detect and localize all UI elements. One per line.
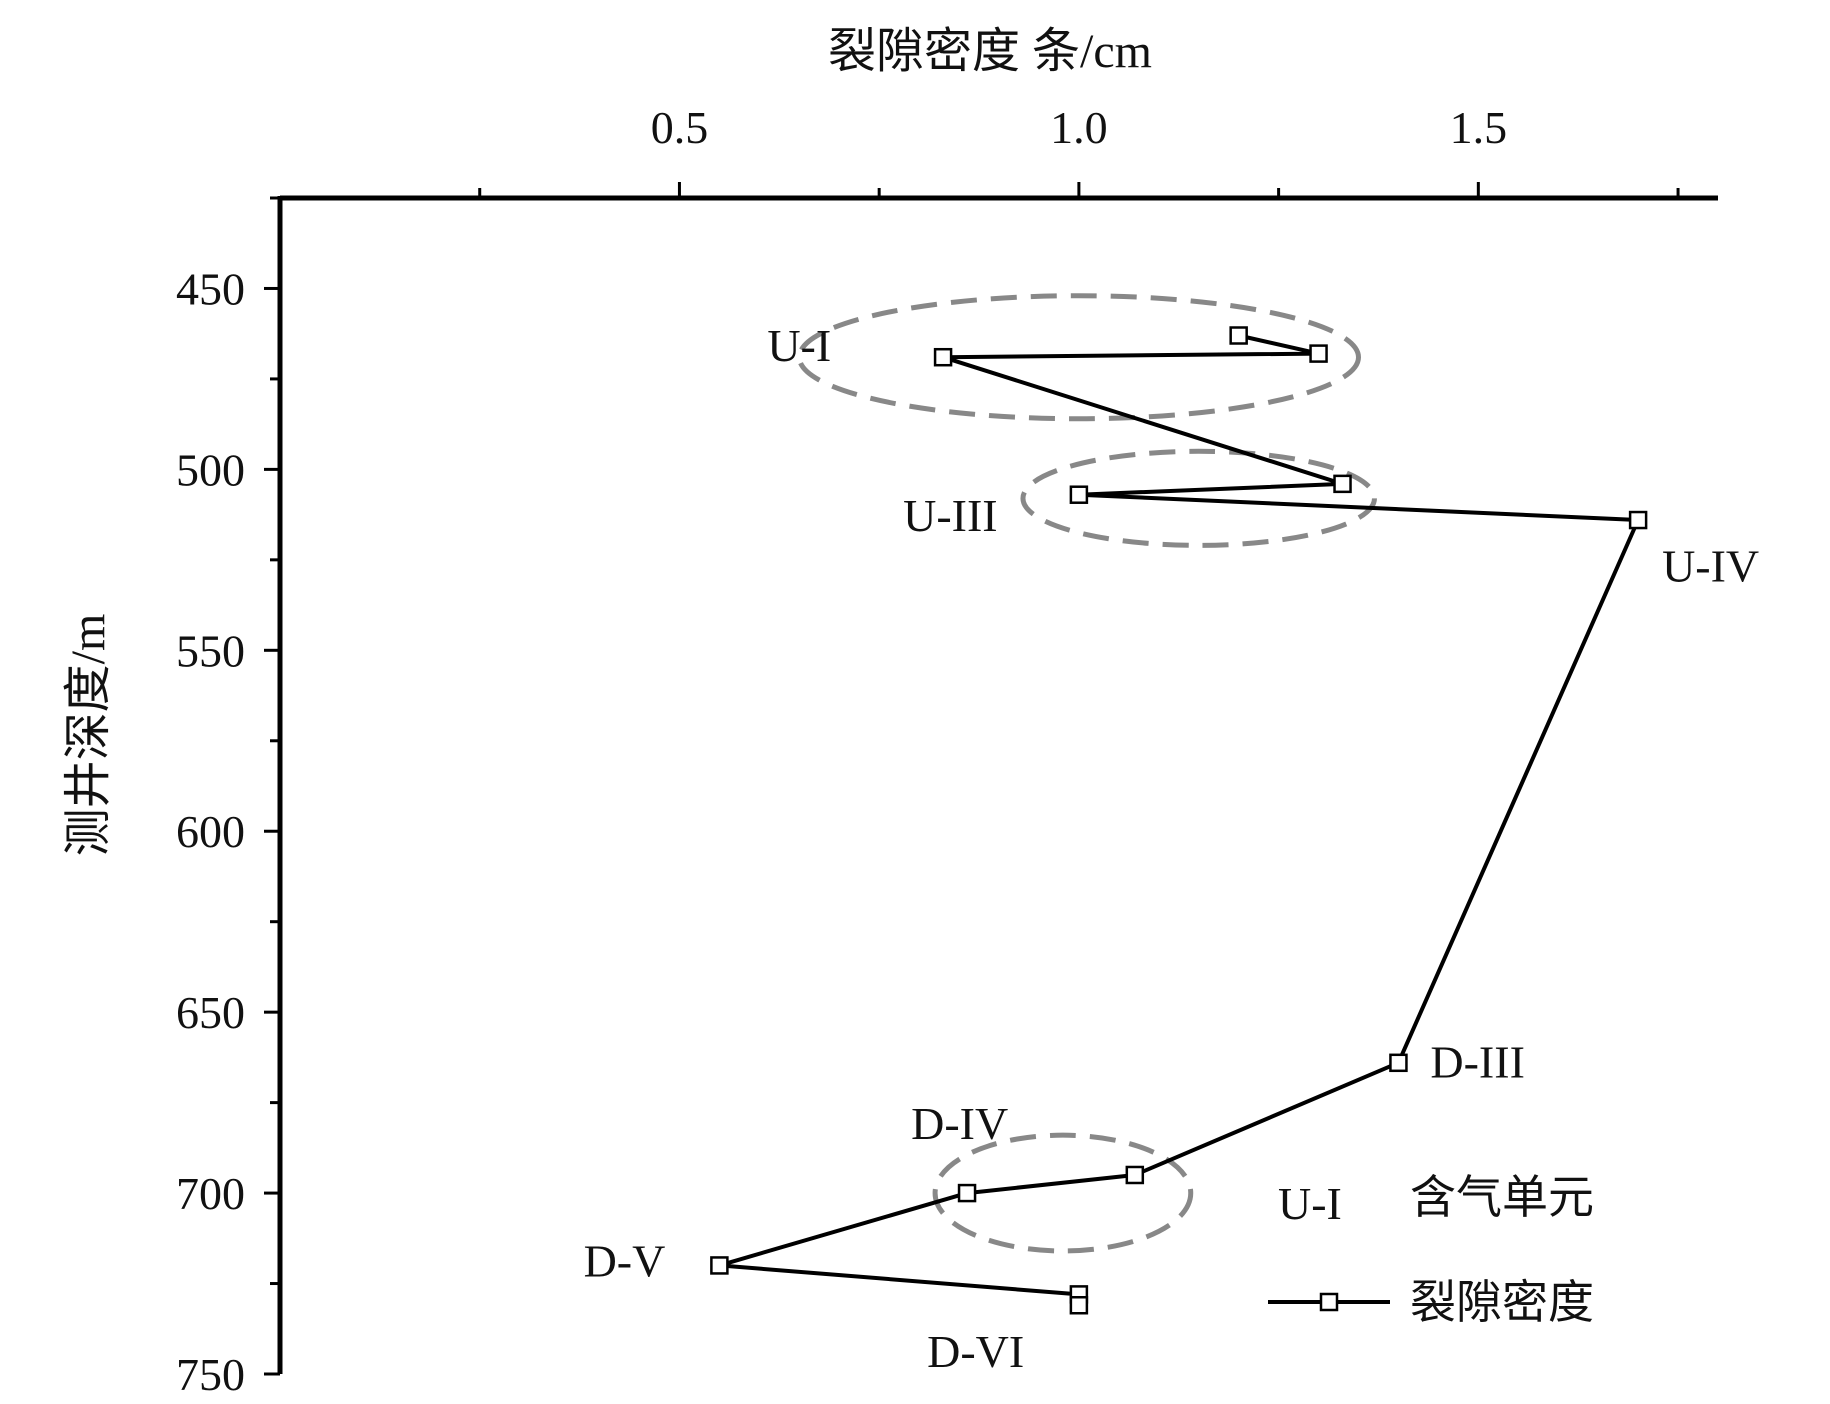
legend-text: 含气单元 — [1410, 1172, 1594, 1223]
y-tick-label: 500 — [176, 444, 245, 495]
point-label: D-VI — [927, 1326, 1024, 1377]
legend-marker-icon — [1319, 1292, 1339, 1312]
x-axis-label: 裂隙密度 条/cm — [828, 25, 1152, 78]
data-point — [1309, 344, 1328, 363]
y-axis-label: 测井深度/m — [62, 614, 115, 857]
y-tick-label: 450 — [176, 263, 245, 314]
legend-symbol-label: U-I — [1278, 1178, 1342, 1229]
data-point — [1229, 326, 1248, 345]
y-tick-label: 750 — [176, 1349, 245, 1400]
x-tick-label: 0.5 — [651, 102, 709, 153]
data-point — [1125, 1165, 1145, 1185]
annotations: U-I U-III U-IV D-III D-IV D-V D-VI — [584, 320, 1760, 1377]
point-label: D-IV — [911, 1098, 1008, 1149]
y-tick-label: 600 — [176, 806, 245, 857]
gas-unit-ellipse — [796, 293, 1362, 422]
y-tick-label: 550 — [176, 625, 245, 676]
data-point — [1389, 1053, 1408, 1073]
data-point — [1069, 485, 1089, 504]
data-point — [710, 1256, 729, 1275]
point-label: U-III — [903, 490, 998, 541]
point-label: D-V — [584, 1235, 666, 1286]
series-line — [717, 333, 1641, 1306]
series — [710, 326, 1648, 1315]
data-point — [933, 347, 953, 367]
data-point — [1628, 510, 1648, 530]
gas-unit-ellipse — [932, 1132, 1194, 1254]
axes: 0.5 1.0 1.5 450 500 550 600 650 700 750 — [176, 102, 1718, 1400]
gas-unit-ellipse — [1020, 448, 1377, 548]
data-point — [1333, 474, 1352, 494]
y-tick-label: 700 — [176, 1168, 245, 1219]
y-tick-label: 650 — [176, 987, 245, 1038]
legend-text: 裂隙密度 — [1410, 1277, 1594, 1328]
x-tick-label: 1.5 — [1450, 102, 1508, 153]
data-point — [1069, 1295, 1089, 1315]
x-tick-label: 1.0 — [1050, 102, 1108, 153]
gas-unit-regions — [796, 293, 1377, 1254]
data-point — [957, 1183, 977, 1203]
point-label: D-III — [1430, 1036, 1525, 1087]
point-label: U-I — [767, 320, 831, 371]
point-label: U-IV — [1662, 541, 1759, 592]
